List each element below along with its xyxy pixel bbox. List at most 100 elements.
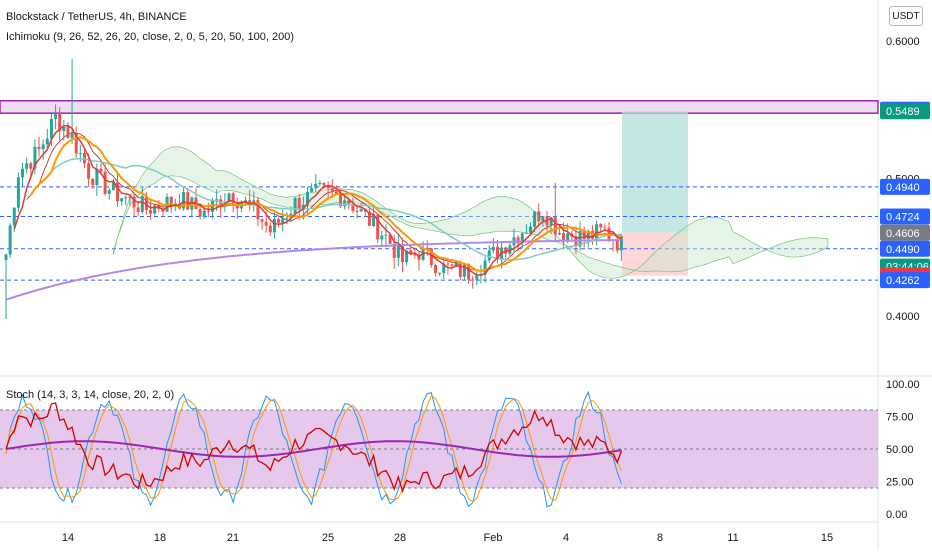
candle-body xyxy=(339,193,343,207)
candle-body xyxy=(396,244,400,258)
price-tag-bg xyxy=(880,240,930,257)
ma-5-line xyxy=(13,124,622,276)
candle-body xyxy=(351,203,355,211)
candle-body xyxy=(231,193,235,205)
candle-body xyxy=(380,235,384,240)
stoch-axis-tick: 50.00 xyxy=(886,444,914,456)
candle-body xyxy=(376,214,380,240)
candle-body xyxy=(520,233,524,244)
candle-body xyxy=(392,243,396,258)
candle-body xyxy=(62,126,66,132)
candle-body xyxy=(599,224,603,228)
stoch-layer xyxy=(0,390,878,508)
stoch-axis-tick: 0.00 xyxy=(886,509,907,521)
candle-body xyxy=(458,261,462,277)
candle-body xyxy=(29,163,33,169)
candle-body xyxy=(12,207,16,226)
candle-body xyxy=(235,204,239,209)
price-axis-tick: 0.6000 xyxy=(886,36,920,48)
candle-body xyxy=(268,225,272,233)
candle-body xyxy=(603,227,607,229)
price-tag-bg xyxy=(880,208,930,225)
price-tags-layer: 0.55000.54890.49400.47240.46060.449003:4… xyxy=(880,101,930,289)
candle-body xyxy=(66,126,70,138)
time-axis-tick: 28 xyxy=(394,532,406,544)
time-axis-tick: 11 xyxy=(727,532,738,544)
candle-body xyxy=(285,217,289,219)
candle-body xyxy=(78,153,82,155)
candle-body xyxy=(450,264,454,266)
time-axis-tick: 18 xyxy=(154,532,166,544)
candle-body xyxy=(70,133,74,138)
ichimoku-legend: Ichimoku (9, 26, 52, 26, 20, close, 2, 0… xyxy=(6,31,294,43)
candle-body xyxy=(116,182,120,202)
candle-body xyxy=(301,204,305,210)
candle-body xyxy=(87,163,91,179)
candle-body xyxy=(326,185,330,189)
candle-body xyxy=(318,182,322,184)
candle-body xyxy=(533,211,537,227)
candle-body xyxy=(248,200,252,205)
candle-body xyxy=(41,144,45,150)
price-tag-bg xyxy=(880,272,930,289)
ma-lines-layer xyxy=(5,124,622,301)
candle-body xyxy=(359,208,363,212)
candle-body xyxy=(355,210,359,212)
stoch-signal-line xyxy=(5,440,622,458)
resistance-zone xyxy=(0,100,879,114)
candle-body xyxy=(103,171,107,194)
candle-body xyxy=(595,224,599,239)
candle-body xyxy=(124,197,128,199)
time-axis-tick: 14 xyxy=(62,532,74,544)
candle-body xyxy=(471,279,475,281)
candle-body xyxy=(454,261,458,266)
candle-body xyxy=(169,196,173,205)
candle-body xyxy=(322,182,326,186)
currency-button[interactable]: USDT xyxy=(889,6,923,26)
candle-body xyxy=(45,138,49,145)
candle-body xyxy=(227,193,231,202)
candle-body xyxy=(215,199,219,201)
candle-body xyxy=(173,203,177,205)
candle-body xyxy=(21,168,25,178)
time-axis-tick: 8 xyxy=(657,532,663,544)
price-tag-bg xyxy=(880,178,930,195)
position-stop-zone xyxy=(622,232,688,276)
candle-body xyxy=(425,247,429,249)
candle-body xyxy=(516,237,520,244)
candle-body xyxy=(153,205,157,214)
price-tag-bg xyxy=(880,224,930,241)
candle-body xyxy=(305,191,309,205)
candle-body xyxy=(111,182,115,191)
candle-body xyxy=(367,211,371,226)
price-tag-label: 0.4724 xyxy=(886,212,920,224)
candle-body xyxy=(132,196,136,208)
candle-body xyxy=(524,232,528,234)
time-axis-tick: 25 xyxy=(322,532,334,544)
candle-body xyxy=(615,240,619,251)
candle-body xyxy=(566,233,570,241)
candle-body xyxy=(442,263,446,273)
candle-body xyxy=(549,217,553,226)
candle-body xyxy=(582,230,586,239)
candle-body xyxy=(586,231,590,239)
candle-body xyxy=(281,218,285,223)
price-tag-label: 0.5489 xyxy=(886,106,920,118)
candle-body xyxy=(347,200,351,204)
candle-body xyxy=(16,177,20,208)
candle-body xyxy=(438,272,442,274)
candle-body xyxy=(49,119,53,139)
candle-body xyxy=(219,199,223,208)
price-tag-bg xyxy=(880,103,930,120)
candle-body xyxy=(541,216,545,222)
candle-body xyxy=(99,168,103,172)
candle-body xyxy=(256,200,260,220)
candle-body xyxy=(186,192,190,210)
candle-body xyxy=(537,211,541,222)
candle-body xyxy=(272,218,276,233)
candle-body xyxy=(578,230,582,247)
candle-body xyxy=(330,188,334,192)
stoch-axis-tick: 100.00 xyxy=(886,379,920,391)
